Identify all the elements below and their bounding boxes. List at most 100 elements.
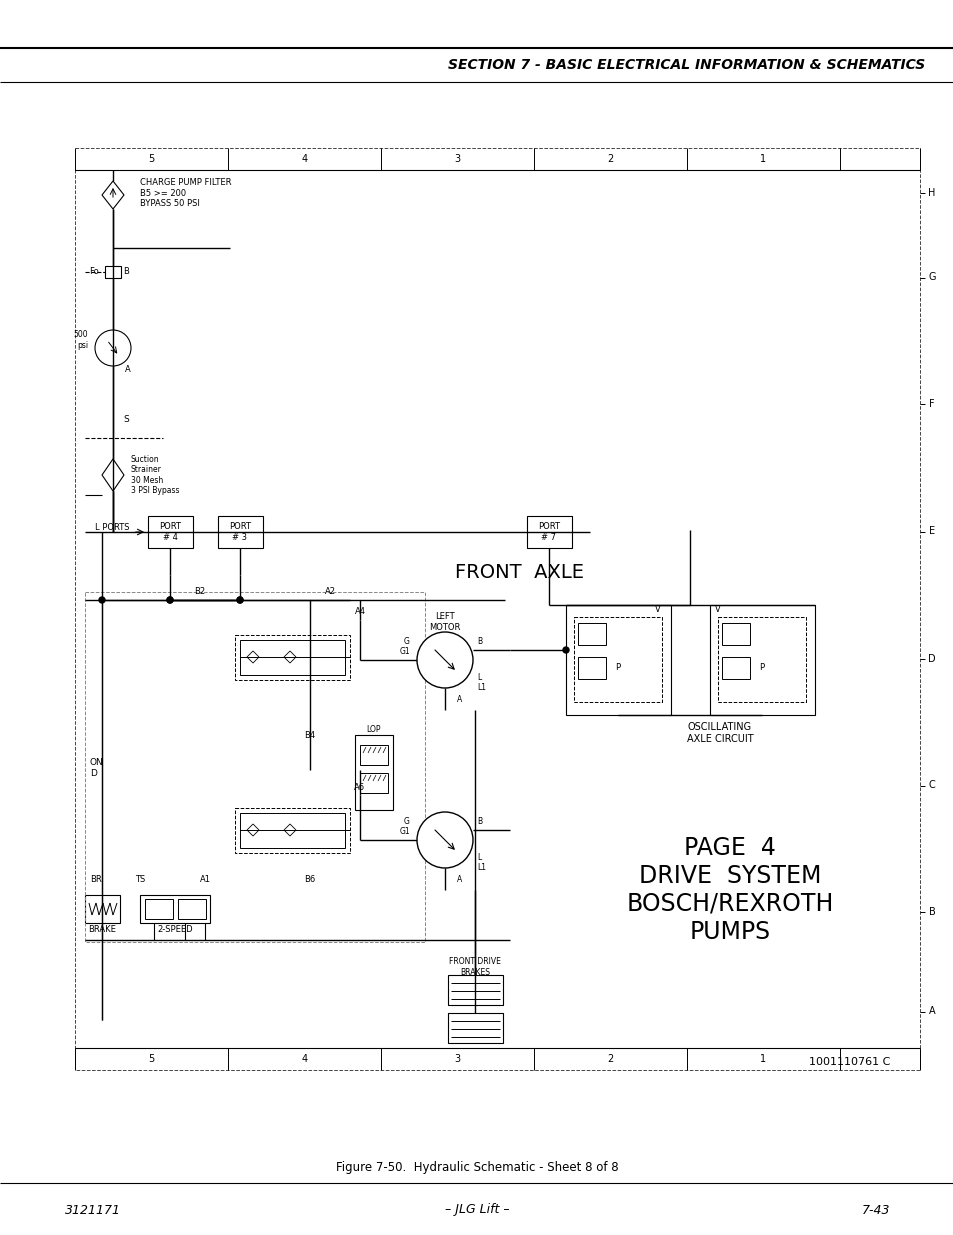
Text: V: V: [714, 605, 720, 615]
Bar: [574, 618, 661, 701]
Circle shape: [562, 647, 568, 653]
Text: A4: A4: [355, 608, 365, 616]
Bar: [234, 635, 350, 680]
Text: 2: 2: [607, 1053, 613, 1065]
Text: PORT
# 7: PORT # 7: [537, 522, 559, 542]
Bar: [178, 899, 206, 919]
Text: 2: 2: [607, 154, 613, 164]
Circle shape: [167, 597, 172, 603]
Text: G1: G1: [399, 827, 410, 836]
Text: 4: 4: [301, 154, 307, 164]
Bar: [240, 813, 345, 848]
Text: BR: BR: [90, 876, 102, 884]
Text: G: G: [404, 818, 410, 826]
Text: OSCILLATING
AXLE CIRCUIT: OSCILLATING AXLE CIRCUIT: [686, 722, 753, 743]
Text: 2-SPEED: 2-SPEED: [157, 925, 193, 935]
Text: S: S: [123, 415, 129, 425]
Bar: [85, 592, 424, 942]
Text: 500
psi: 500 psi: [73, 330, 88, 350]
Bar: [718, 618, 805, 701]
Text: 3121171: 3121171: [65, 1203, 121, 1216]
Bar: [359, 773, 388, 793]
Text: FRONT DRIVE
BRAKES: FRONT DRIVE BRAKES: [449, 957, 500, 977]
Bar: [218, 516, 263, 548]
Text: B6: B6: [304, 876, 315, 884]
Text: D: D: [927, 653, 935, 663]
Text: CHARGE PUMP FILTER
B5 >= 200
BYPASS 50 PSI: CHARGE PUMP FILTER B5 >= 200 BYPASS 50 P…: [140, 178, 232, 207]
Text: A: A: [456, 876, 462, 884]
Text: B: B: [476, 818, 481, 826]
Bar: [721, 622, 749, 645]
Text: L: L: [476, 673, 480, 683]
Text: PAGE  4
DRIVE  SYSTEM
BOSCH/REXROTH
PUMPS: PAGE 4 DRIVE SYSTEM BOSCH/REXROTH PUMPS: [626, 836, 833, 944]
Bar: [234, 808, 350, 853]
Text: G: G: [927, 273, 935, 283]
Text: H: H: [927, 188, 935, 198]
Text: V: V: [655, 605, 660, 615]
Bar: [105, 266, 121, 278]
Bar: [448, 974, 502, 1005]
Bar: [709, 605, 814, 715]
Circle shape: [236, 597, 243, 603]
Text: 1: 1: [760, 154, 766, 164]
Text: G: G: [404, 637, 410, 646]
Bar: [578, 622, 605, 645]
Text: B: B: [123, 268, 129, 277]
Bar: [578, 657, 605, 679]
Bar: [85, 895, 120, 923]
Bar: [526, 516, 572, 548]
Circle shape: [236, 597, 243, 603]
Text: LEFT
MOTOR: LEFT MOTOR: [429, 613, 460, 631]
Text: A: A: [125, 366, 131, 374]
Bar: [240, 640, 345, 676]
Text: A: A: [927, 1007, 934, 1016]
Text: TS: TS: [135, 876, 145, 884]
Text: G1: G1: [399, 647, 410, 657]
Circle shape: [95, 330, 131, 366]
Text: 1: 1: [760, 1053, 766, 1065]
Text: 1001110761 C: 1001110761 C: [808, 1057, 889, 1067]
Text: P: P: [759, 662, 763, 672]
Text: L: L: [476, 853, 480, 862]
Bar: [721, 657, 749, 679]
Bar: [140, 895, 210, 923]
Text: Fo: Fo: [90, 268, 99, 277]
Text: A: A: [456, 695, 462, 704]
Text: – JLG Lift –: – JLG Lift –: [444, 1203, 509, 1216]
Text: A2: A2: [324, 588, 335, 597]
Circle shape: [99, 597, 105, 603]
Text: A6: A6: [355, 783, 365, 792]
Text: B2: B2: [194, 588, 205, 597]
Bar: [359, 745, 388, 764]
Text: PORT
# 4: PORT # 4: [159, 522, 181, 542]
Text: BRAKE: BRAKE: [88, 925, 116, 935]
Text: ON
D: ON D: [90, 758, 104, 778]
Text: E: E: [928, 526, 934, 536]
Text: B4: B4: [304, 730, 315, 740]
Text: L1: L1: [476, 683, 485, 693]
Text: B: B: [927, 906, 934, 918]
Text: Suction
Strainer
30 Mesh
3 PSI Bypass: Suction Strainer 30 Mesh 3 PSI Bypass: [131, 454, 179, 495]
Text: FRONT  AXLE: FRONT AXLE: [455, 562, 584, 582]
Text: C: C: [927, 781, 934, 790]
Text: 3: 3: [454, 154, 460, 164]
Text: L1: L1: [476, 863, 485, 872]
Bar: [448, 1013, 502, 1044]
Text: 5: 5: [149, 154, 154, 164]
Text: SECTION 7 - BASIC ELECTRICAL INFORMATION & SCHEMATICS: SECTION 7 - BASIC ELECTRICAL INFORMATION…: [448, 58, 924, 72]
Text: 3: 3: [454, 1053, 460, 1065]
Bar: [355, 735, 393, 810]
Text: Figure 7-50.  Hydraulic Schematic - Sheet 8 of 8: Figure 7-50. Hydraulic Schematic - Sheet…: [335, 1161, 618, 1174]
Text: F: F: [928, 399, 934, 409]
Text: L PORTS: L PORTS: [95, 522, 130, 531]
Text: 5: 5: [149, 1053, 154, 1065]
Circle shape: [416, 811, 473, 868]
Bar: [565, 605, 670, 715]
Text: LOP: LOP: [366, 725, 381, 735]
Circle shape: [167, 597, 172, 603]
Text: 7-43: 7-43: [861, 1203, 889, 1216]
Circle shape: [416, 632, 473, 688]
Text: B: B: [476, 637, 481, 646]
Bar: [148, 516, 193, 548]
Text: P: P: [615, 662, 619, 672]
